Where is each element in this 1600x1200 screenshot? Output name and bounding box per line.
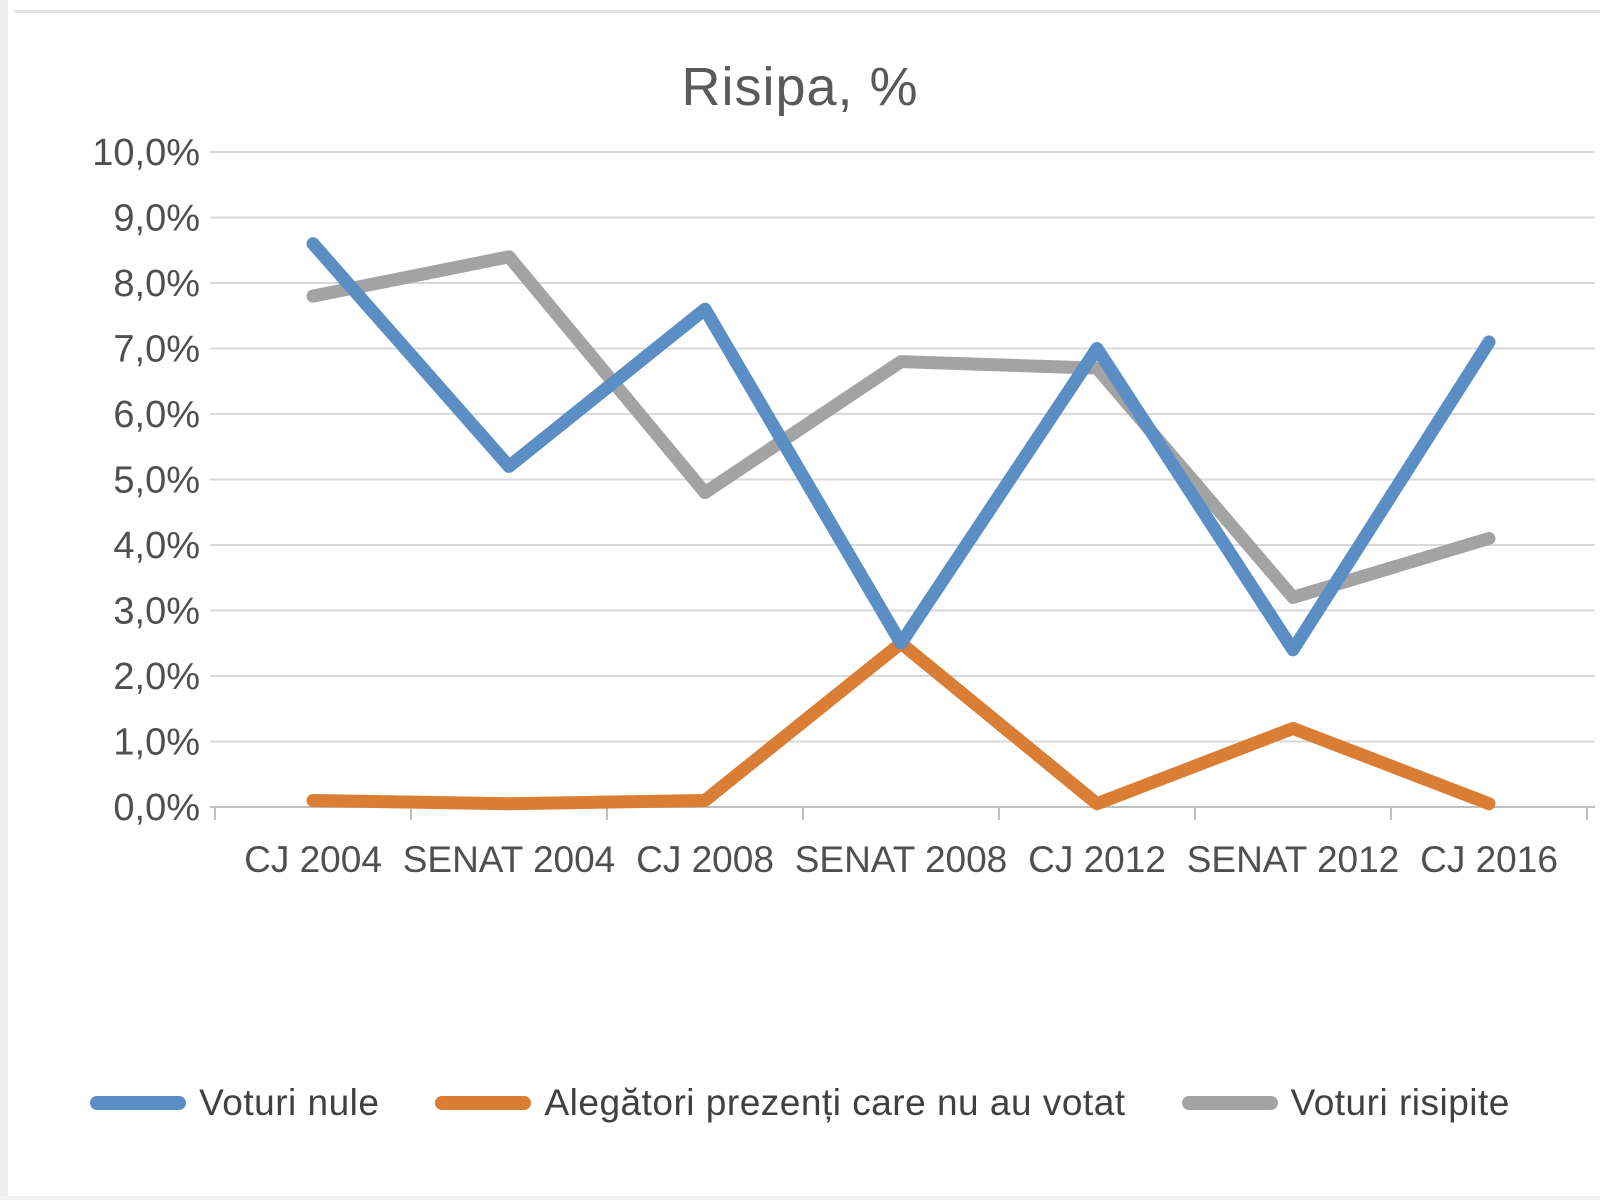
window-bottom-edge bbox=[0, 1196, 1600, 1200]
legend-swatch-orange bbox=[435, 1096, 532, 1110]
y-axis-tick-label: 0,0% bbox=[113, 787, 200, 829]
y-axis-tick-label: 2,0% bbox=[113, 656, 200, 698]
legend-item-voturi-nule: Voturi nule bbox=[90, 1082, 379, 1124]
y-axis-tick-label: 10,0% bbox=[92, 132, 200, 174]
chart-legend: Voturi nule Alegători prezenți care nu a… bbox=[80, 1082, 1520, 1124]
window-left-edge bbox=[0, 0, 8, 1200]
legend-item-voturi-risipite: Voturi risipite bbox=[1181, 1082, 1510, 1124]
window-top-edge bbox=[14, 10, 1600, 13]
y-axis-tick-label: 7,0% bbox=[113, 329, 200, 371]
y-axis-tick-label: 4,0% bbox=[113, 525, 200, 567]
x-axis-category-label: SENAT 2008 bbox=[795, 839, 1008, 880]
legend-item-alegatori-prezenti: Alegători prezenți care nu au votat bbox=[435, 1082, 1125, 1124]
x-axis-category-label: SENAT 2004 bbox=[403, 839, 616, 880]
legend-swatch-gray bbox=[1181, 1096, 1278, 1110]
series-line-0 bbox=[306, 237, 1496, 657]
legend-label: Voturi risipite bbox=[1290, 1082, 1510, 1123]
x-axis-category-label: SENAT 2012 bbox=[1187, 839, 1400, 880]
series-line-1 bbox=[306, 636, 1496, 811]
legend-label: Voturi nule bbox=[199, 1082, 380, 1123]
y-axis-tick-label: 1,0% bbox=[113, 722, 200, 764]
y-axis-tick-label: 3,0% bbox=[113, 591, 200, 633]
y-axis-tick-label: 5,0% bbox=[113, 460, 200, 502]
legend-label: Alegători prezenți care nu au votat bbox=[544, 1082, 1126, 1123]
y-axis-tick-label: 6,0% bbox=[113, 394, 200, 436]
legend-swatch-blue bbox=[90, 1096, 187, 1110]
chart-title: Risipa, % bbox=[681, 57, 919, 117]
y-axis-tick-label: 9,0% bbox=[113, 198, 200, 240]
x-axis-category-label: CJ 2008 bbox=[636, 839, 774, 880]
x-axis-category-label: CJ 2004 bbox=[244, 839, 382, 880]
x-axis-category-label: CJ 2016 bbox=[1420, 839, 1558, 880]
y-axis-tick-label: 8,0% bbox=[113, 263, 200, 305]
series-line-2 bbox=[306, 250, 1496, 604]
x-axis-category-label: CJ 2012 bbox=[1028, 839, 1166, 880]
